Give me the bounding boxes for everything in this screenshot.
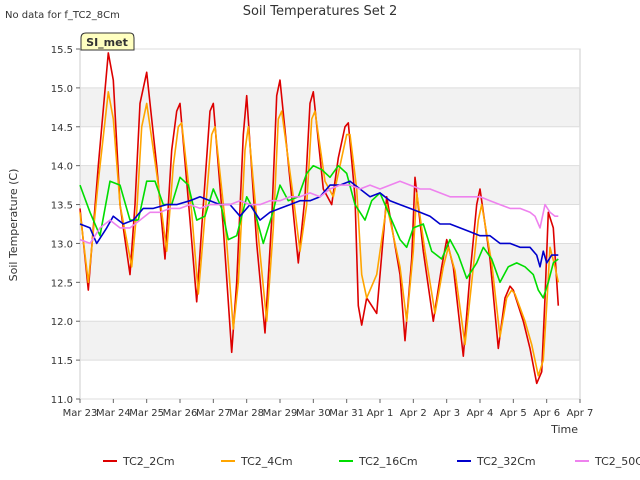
series-line-TC2_32Cm: [79, 180, 559, 268]
y-tick-label: 12.5: [51, 278, 73, 289]
background-band: [80, 87, 580, 127]
x-tick-label: Mar 24: [96, 408, 131, 419]
x-axis-label: Time: [550, 423, 578, 436]
x-tick-label: Apr 7: [567, 408, 594, 419]
x-tick-label: Apr 5: [500, 408, 527, 419]
background-band: [80, 321, 580, 361]
x-tick-label: Apr 4: [467, 408, 494, 419]
y-tick-label: 14.0: [51, 162, 73, 173]
plot-background-bands: [80, 49, 580, 399]
station-label: SI_met: [86, 36, 128, 49]
x-tick-label: Mar 23: [63, 408, 98, 419]
series-line-TC2_50Cm: [79, 180, 559, 245]
legend-label-TC2_2Cm: TC2_2Cm: [122, 455, 175, 468]
y-tick-label: 15.0: [51, 84, 73, 95]
y-tick-label: 14.5: [51, 123, 73, 134]
y-tick-label: 13.0: [51, 239, 73, 250]
y-tick-label: 15.5: [51, 45, 73, 56]
x-tick-label: Apr 2: [400, 408, 427, 419]
y-tick-label: 12.0: [51, 317, 73, 328]
x-tick-label: Mar 30: [296, 408, 331, 419]
x-tick-label: Apr 1: [367, 408, 394, 419]
x-tick-label: Mar 26: [163, 408, 198, 419]
y-tick-label: 11.0: [51, 395, 73, 406]
x-tick-label: Apr 3: [433, 408, 460, 419]
x-tick-label: Mar 29: [263, 408, 298, 419]
series-lines: [79, 52, 560, 385]
background-band: [80, 126, 580, 166]
legend-label-TC2_50Cm: TC2_50Cm: [594, 455, 640, 468]
y-axis-label: Soil Temperature (C): [7, 169, 20, 282]
grid-lines: [80, 48, 580, 400]
legend-label-TC2_16Cm: TC2_16Cm: [358, 455, 418, 468]
series-line-TC2_2Cm: [79, 52, 560, 385]
chart-title: Soil Temperatures Set 2: [243, 4, 398, 19]
x-tick-label: Mar 27: [196, 408, 231, 419]
x-tick-label: Mar 25: [129, 408, 164, 419]
background-band: [80, 204, 580, 244]
legend-label-TC2_32Cm: TC2_32Cm: [476, 455, 536, 468]
station-label-tag: [80, 32, 135, 51]
y-axis-ticks: 11.0 11.5 12.0 12.5 13.0 13.5 14.0 14.5 15.0 15.5: [51, 45, 80, 406]
x-tick-label: Mar 31: [329, 408, 364, 419]
background-band: [80, 49, 580, 88]
x-tick-label: Mar 28: [229, 408, 264, 419]
background-band: [80, 360, 580, 399]
y-tick-label: 11.5: [51, 356, 73, 367]
y-tick-label: 13.5: [51, 201, 73, 212]
x-tick-label: Apr 6: [533, 408, 560, 419]
series-line-TC2_4Cm: [79, 91, 560, 377]
background-band: [80, 243, 580, 283]
station-label-box: SI_met: [80, 32, 135, 51]
no-data-note: No data for f_TC2_8Cm: [5, 10, 120, 21]
legend: TC2_2Cm TC2_4Cm TC2_16Cm TC2_32Cm TC2_50Cm: [103, 455, 640, 468]
legend-label-TC2_4Cm: TC2_4Cm: [240, 455, 293, 468]
